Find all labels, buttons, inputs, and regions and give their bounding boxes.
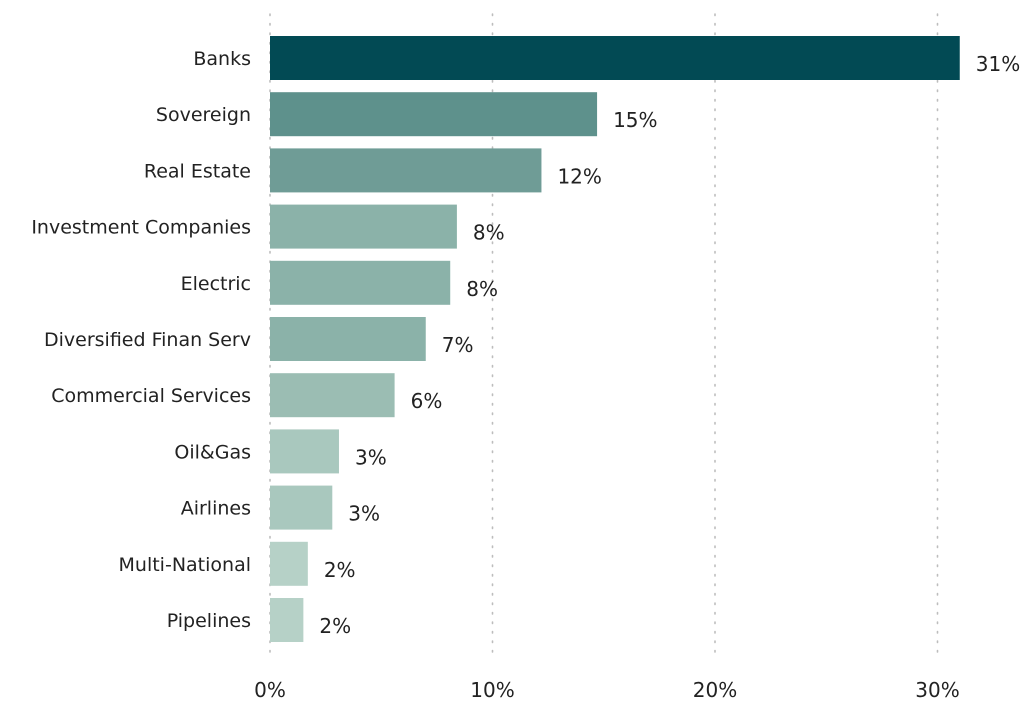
value-label: 12% [557,164,601,188]
value-label: 3% [348,502,380,526]
category-labels: Banks Sovereign Real Estate Investment Comp… [31,48,251,632]
value-label: 31% [976,52,1020,76]
category-label: Oil&Gas [174,441,251,463]
bar [270,204,457,249]
bar [270,373,395,418]
x-tick-label: 0% [254,678,286,702]
bar [270,148,542,193]
x-tick-label: 20% [693,678,737,702]
category-label: Real Estate [144,160,251,182]
bar [270,485,333,530]
value-label: 3% [355,445,387,469]
category-label: Investment Companies [31,217,251,239]
x-axis-ticks: 0% 10% 20% 30% [254,678,960,702]
bar [270,260,451,305]
category-label: Commercial Services [51,385,251,407]
value-label: 6% [411,389,443,413]
bar [270,429,339,474]
bar [270,317,426,361]
bar [270,598,304,642]
category-label: Airlines [181,498,251,520]
bar [270,541,308,586]
category-label: Pipelines [167,610,251,632]
value-label: 8% [473,221,505,245]
bars [270,36,960,642]
category-label: Diversified Finan Serv [44,329,251,351]
value-label: 2% [319,614,351,638]
category-label: Multi-National [119,554,251,576]
value-label: 7% [442,333,474,357]
value-labels: 31% 15% 12% 8% 8% 7% 6% 3% 3% 2% 2% [319,52,1020,638]
bar [270,36,960,80]
value-label: 15% [613,108,657,132]
category-label: Electric [181,273,251,295]
x-tick-label: 30% [915,678,959,702]
bar [270,92,598,137]
value-label: 8% [466,277,498,301]
x-tick-label: 10% [470,678,514,702]
value-label: 2% [324,558,356,582]
category-label: Sovereign [156,104,251,126]
category-label: Banks [193,48,251,70]
